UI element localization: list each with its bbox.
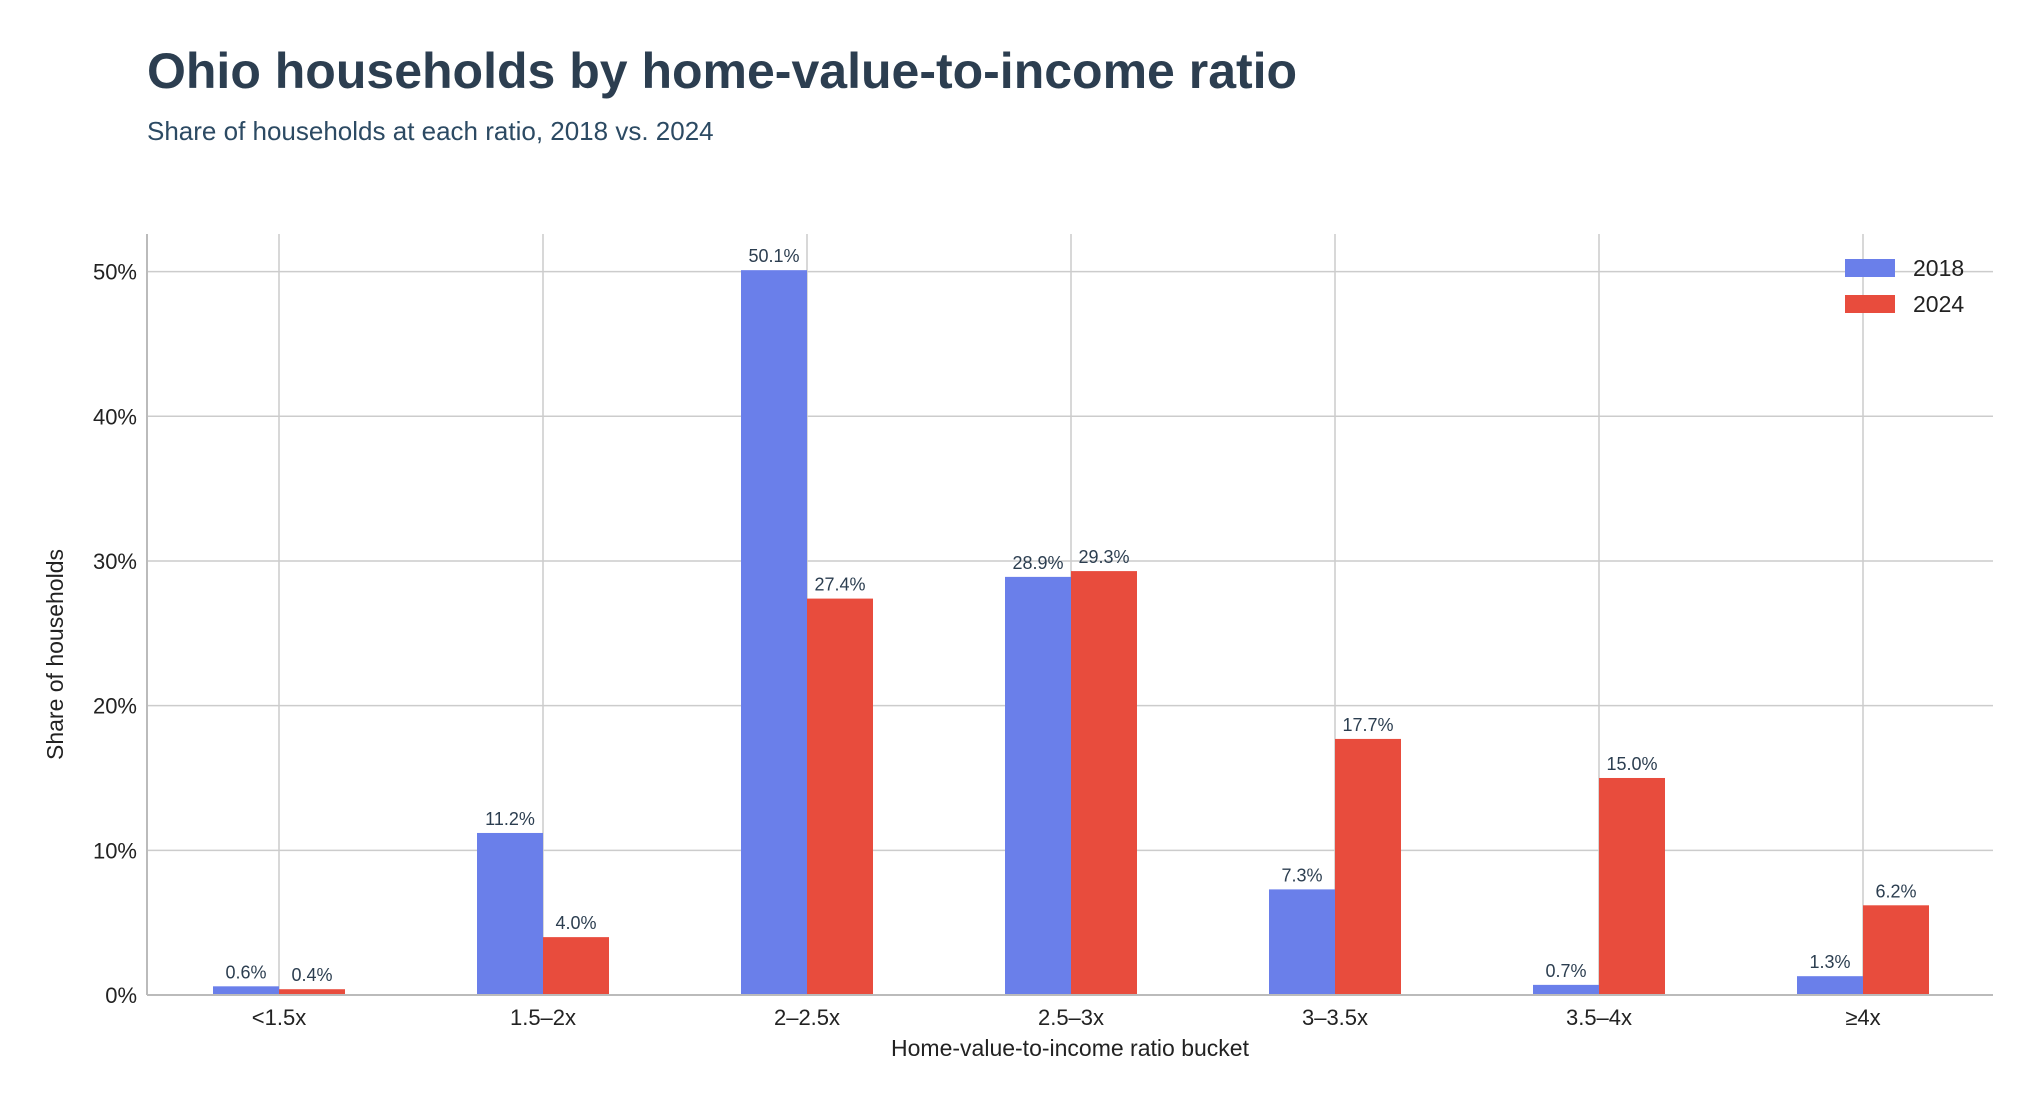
bar-value-label: 11.2%: [485, 809, 535, 829]
bar-value-label: 7.3%: [1281, 865, 1322, 885]
bar-value-label: 27.4%: [814, 575, 865, 595]
data-labels: 0.6% 11.2% 50.1% 28.9% 7.3% 0.7% 1.3% 0.4% 4.0% 2…: [225, 246, 1916, 985]
y-tick-label: 30%: [93, 549, 137, 574]
bar-value-label: 50.1%: [748, 246, 799, 266]
legend-label-2024: 2024: [1913, 291, 1964, 317]
y-tick-label: 40%: [93, 404, 137, 429]
x-tick-label: ≥4x: [1845, 1005, 1880, 1030]
x-axis-title: Home-value-to-income ratio bucket: [891, 1035, 1250, 1061]
x-tick-label: 2–2.5x: [774, 1005, 840, 1030]
y-tick-label: 50%: [93, 260, 137, 285]
legend-swatch-2018: [1845, 259, 1895, 277]
legend-label-2018: 2018: [1913, 255, 1964, 281]
bar-value-label: 17.7%: [1342, 715, 1393, 735]
bar-2024: [1863, 905, 1929, 995]
bar-2024: [1599, 777, 1665, 995]
chart-subtitle: Share of households at each ratio, 2018 …: [147, 116, 714, 146]
bar-2018: [1005, 576, 1071, 995]
bar-2018: [1269, 889, 1335, 995]
bar-2024: [1335, 738, 1401, 995]
bar-value-label: 1.3%: [1809, 952, 1850, 972]
axes: 0% 10% 20% 30% 40% 50% <1.5x 1.5–2x 2–2.5x 2.5–3x…: [42, 234, 1993, 1061]
legend-swatch-2024: [1845, 295, 1895, 313]
x-tick-label: <1.5x: [252, 1005, 306, 1030]
x-tick-label: 3–3.5x: [1302, 1005, 1368, 1030]
bar-2018: [477, 832, 543, 995]
x-tick-label: 2.5–3x: [1038, 1005, 1104, 1030]
bar-value-label: 15.0%: [1606, 754, 1657, 774]
bar-2018: [741, 270, 807, 995]
x-tick-label: 1.5–2x: [510, 1005, 576, 1030]
bar-value-label: 0.4%: [291, 965, 332, 985]
bars: [213, 270, 1929, 995]
bar-2024: [543, 937, 609, 995]
y-tick-label: 0%: [105, 983, 137, 1008]
bar-value-label: 6.2%: [1875, 881, 1916, 901]
y-axis-title: Share of households: [42, 549, 68, 760]
bar-value-label: 4.0%: [555, 913, 596, 933]
bar-2024: [279, 989, 345, 995]
legend: 2018 2024: [1845, 255, 1964, 317]
bar-2018: [213, 986, 279, 995]
x-tick-label: 3.5–4x: [1566, 1005, 1632, 1030]
bar-2018: [1533, 984, 1599, 995]
bar-2018: [1797, 976, 1863, 995]
bar-value-label: 0.7%: [1545, 961, 1586, 981]
bar-2024: [807, 598, 873, 995]
bar-value-label: 0.6%: [225, 962, 266, 982]
bar-2024: [1071, 571, 1137, 995]
y-tick-label: 20%: [93, 694, 137, 719]
bar-value-label: 28.9%: [1012, 553, 1063, 573]
bar-value-label: 29.3%: [1078, 547, 1129, 567]
y-tick-label: 10%: [93, 838, 137, 863]
chart-title: Ohio households by home-value-to-income …: [147, 43, 1298, 99]
